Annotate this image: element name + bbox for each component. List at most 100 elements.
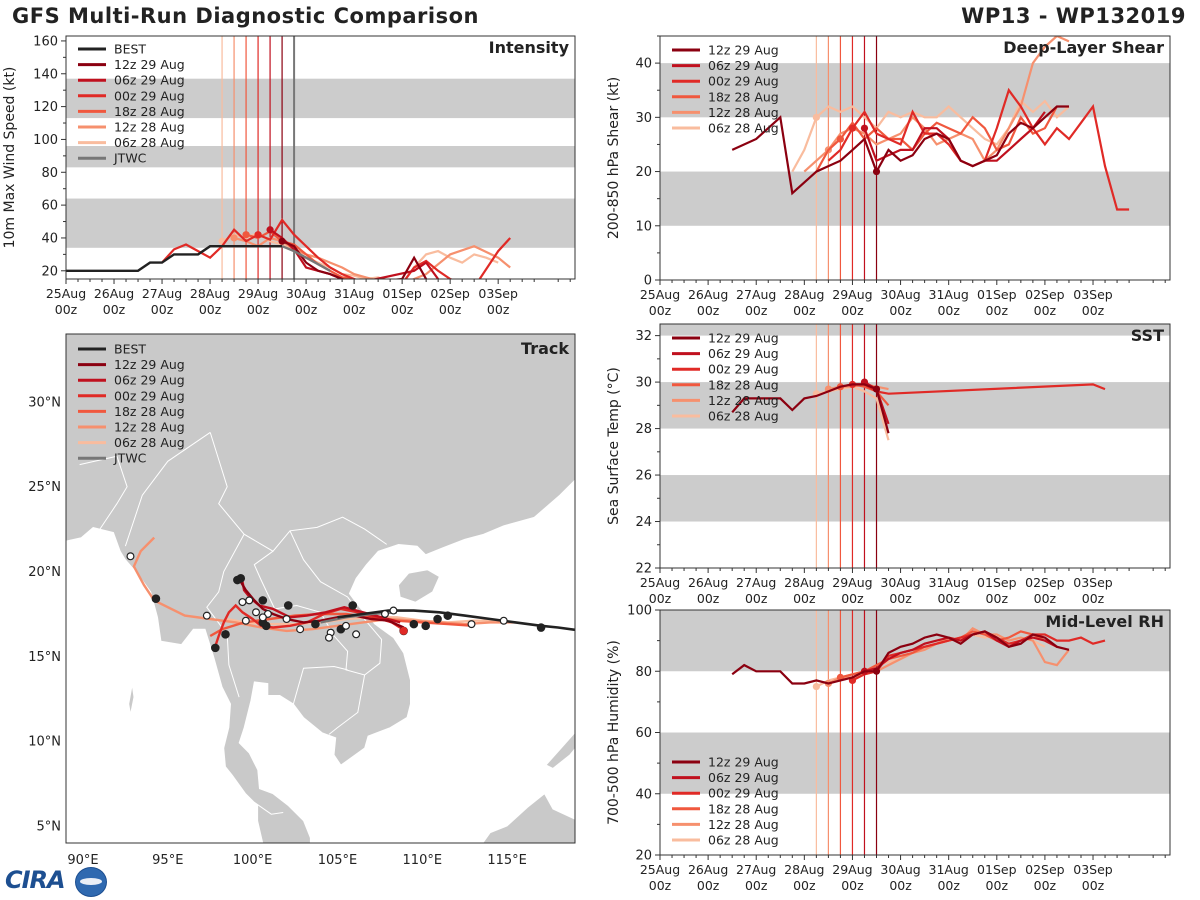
latest-position-marker bbox=[399, 626, 408, 635]
x-tick-label: 25Aug bbox=[640, 575, 680, 590]
axes-frame bbox=[659, 323, 1171, 569]
x-tick-label: 26Aug bbox=[688, 575, 728, 590]
figure-title: GFS Multi-Run Diagnostic Comparison bbox=[12, 4, 479, 28]
y-tick-label: 24 bbox=[635, 515, 652, 530]
y-tick-label: 26 bbox=[635, 469, 652, 484]
lon-tick-label: 90°E bbox=[67, 853, 98, 868]
intensity-panel: 2040608010012014016025Aug00z26Aug00z27Au… bbox=[2, 34, 576, 317]
y-tick-label: 80 bbox=[41, 166, 58, 181]
x-tick-sublabel: 00z bbox=[649, 878, 672, 893]
track-marker-filled bbox=[536, 623, 546, 632]
x-tick-label: 28Aug bbox=[784, 575, 824, 590]
x-tick-sublabel: 00z bbox=[1034, 591, 1057, 606]
x-tick-sublabel: 00z bbox=[1082, 878, 1105, 893]
country-border bbox=[124, 431, 211, 547]
init-marker bbox=[872, 667, 881, 675]
country-border bbox=[209, 432, 387, 552]
x-tick-label: 30Aug bbox=[286, 286, 326, 301]
x-tick-sublabel: 00z bbox=[986, 591, 1009, 606]
x-tick-label: 28Aug bbox=[784, 287, 824, 302]
legend-label: BEST bbox=[114, 42, 146, 57]
y-tick-label: 20 bbox=[41, 264, 58, 279]
init-marker bbox=[242, 231, 250, 239]
track-marker-open bbox=[282, 615, 291, 624]
x-tick-sublabel: 00z bbox=[295, 302, 318, 317]
x-tick-sublabel: 00z bbox=[1034, 878, 1057, 893]
shaded-band bbox=[660, 171, 1170, 226]
y-tick-label: 22 bbox=[635, 562, 652, 577]
forecast-track bbox=[237, 576, 405, 629]
x-tick-sublabel: 00z bbox=[55, 302, 78, 317]
x-tick-sublabel: 00z bbox=[745, 591, 768, 606]
legend-label: JTWC bbox=[113, 451, 147, 466]
track-marker-open bbox=[499, 616, 508, 625]
shear-panel: 01020304025Aug00z26Aug00z27Aug00z28Aug00… bbox=[606, 35, 1171, 318]
country-border bbox=[292, 665, 348, 705]
track-marker-open bbox=[352, 630, 361, 639]
init-marker bbox=[254, 231, 262, 239]
shaded-band bbox=[660, 475, 1170, 522]
track-marker-open bbox=[126, 552, 135, 561]
x-tick-label: 25Aug bbox=[640, 287, 680, 302]
cira-logo: CIRA bbox=[5, 866, 107, 898]
track-marker-filled bbox=[221, 630, 230, 639]
init-marker bbox=[812, 113, 820, 121]
lat-tick-label: 25°N bbox=[28, 480, 61, 495]
shaded-band bbox=[660, 63, 1170, 118]
track-marker-open bbox=[252, 608, 261, 617]
x-tick-label: 30Aug bbox=[880, 862, 920, 877]
panel-title: Track bbox=[521, 339, 569, 358]
legend-label: BEST bbox=[114, 342, 146, 357]
y-tick-label: 40 bbox=[635, 787, 652, 802]
track-marker-open bbox=[341, 621, 350, 630]
legend-label: 06z 28 Aug bbox=[708, 121, 779, 136]
legend-label: 12z 29 Aug bbox=[708, 43, 779, 58]
country-border bbox=[254, 801, 284, 815]
shaded-band bbox=[660, 382, 1170, 429]
x-tick-sublabel: 00z bbox=[745, 878, 768, 893]
y-tick-label: 120 bbox=[33, 100, 58, 115]
track-marker-filled bbox=[151, 594, 161, 603]
init-marker bbox=[836, 135, 845, 143]
x-tick-sublabel: 00z bbox=[487, 302, 510, 317]
legend-label: 00z 29 Aug bbox=[708, 786, 779, 801]
series-line bbox=[161, 217, 512, 279]
y-axis-label: 10m Max Wind Speed (kt) bbox=[2, 67, 18, 249]
legend-label: 06z 29 Aug bbox=[114, 73, 185, 88]
x-tick-label: 30Aug bbox=[880, 287, 920, 302]
shaded-band bbox=[66, 198, 575, 248]
init-marker bbox=[230, 234, 238, 242]
legend-label: 06z 28 Aug bbox=[114, 135, 185, 150]
track-marker-open bbox=[241, 616, 250, 625]
x-tick-label: 01Sep bbox=[977, 575, 1017, 590]
legend-label: 18z 28 Aug bbox=[708, 377, 779, 392]
panel-title: Mid-Level RH bbox=[1045, 612, 1164, 631]
legend-label: 00z 29 Aug bbox=[708, 74, 779, 89]
legend-label: 06z 28 Aug bbox=[708, 833, 779, 848]
lon-tick-label: 115°E bbox=[487, 853, 527, 868]
x-tick-sublabel: 00z bbox=[937, 878, 960, 893]
init-marker bbox=[848, 124, 857, 132]
globe-icon bbox=[75, 867, 107, 897]
x-tick-label: 27Aug bbox=[736, 862, 776, 877]
y-axis-label: 200-850 hPa Shear (kt) bbox=[606, 77, 622, 239]
y-axis-label: 700-500 hPa Humidity (%) bbox=[606, 640, 622, 825]
track-marker-filled bbox=[211, 643, 220, 653]
legend-label: 06z 28 Aug bbox=[708, 409, 779, 424]
logo-text: CIRA bbox=[5, 866, 66, 894]
legend-label: 18z 28 Aug bbox=[708, 801, 779, 816]
x-tick-label: 31Aug bbox=[334, 286, 374, 301]
legend-label: 12z 29 Aug bbox=[708, 331, 779, 346]
legend-label: 12z 28 Aug bbox=[708, 817, 779, 832]
track-marker-open bbox=[324, 633, 333, 642]
jtwc-line bbox=[281, 245, 331, 272]
x-tick-sublabel: 00z bbox=[1034, 303, 1057, 318]
x-tick-label: 02Sep bbox=[430, 286, 470, 301]
shaded-band bbox=[660, 732, 1170, 794]
legend-label: 12z 28 Aug bbox=[708, 105, 779, 120]
y-tick-label: 10 bbox=[635, 219, 652, 234]
track-marker-open bbox=[389, 606, 398, 615]
